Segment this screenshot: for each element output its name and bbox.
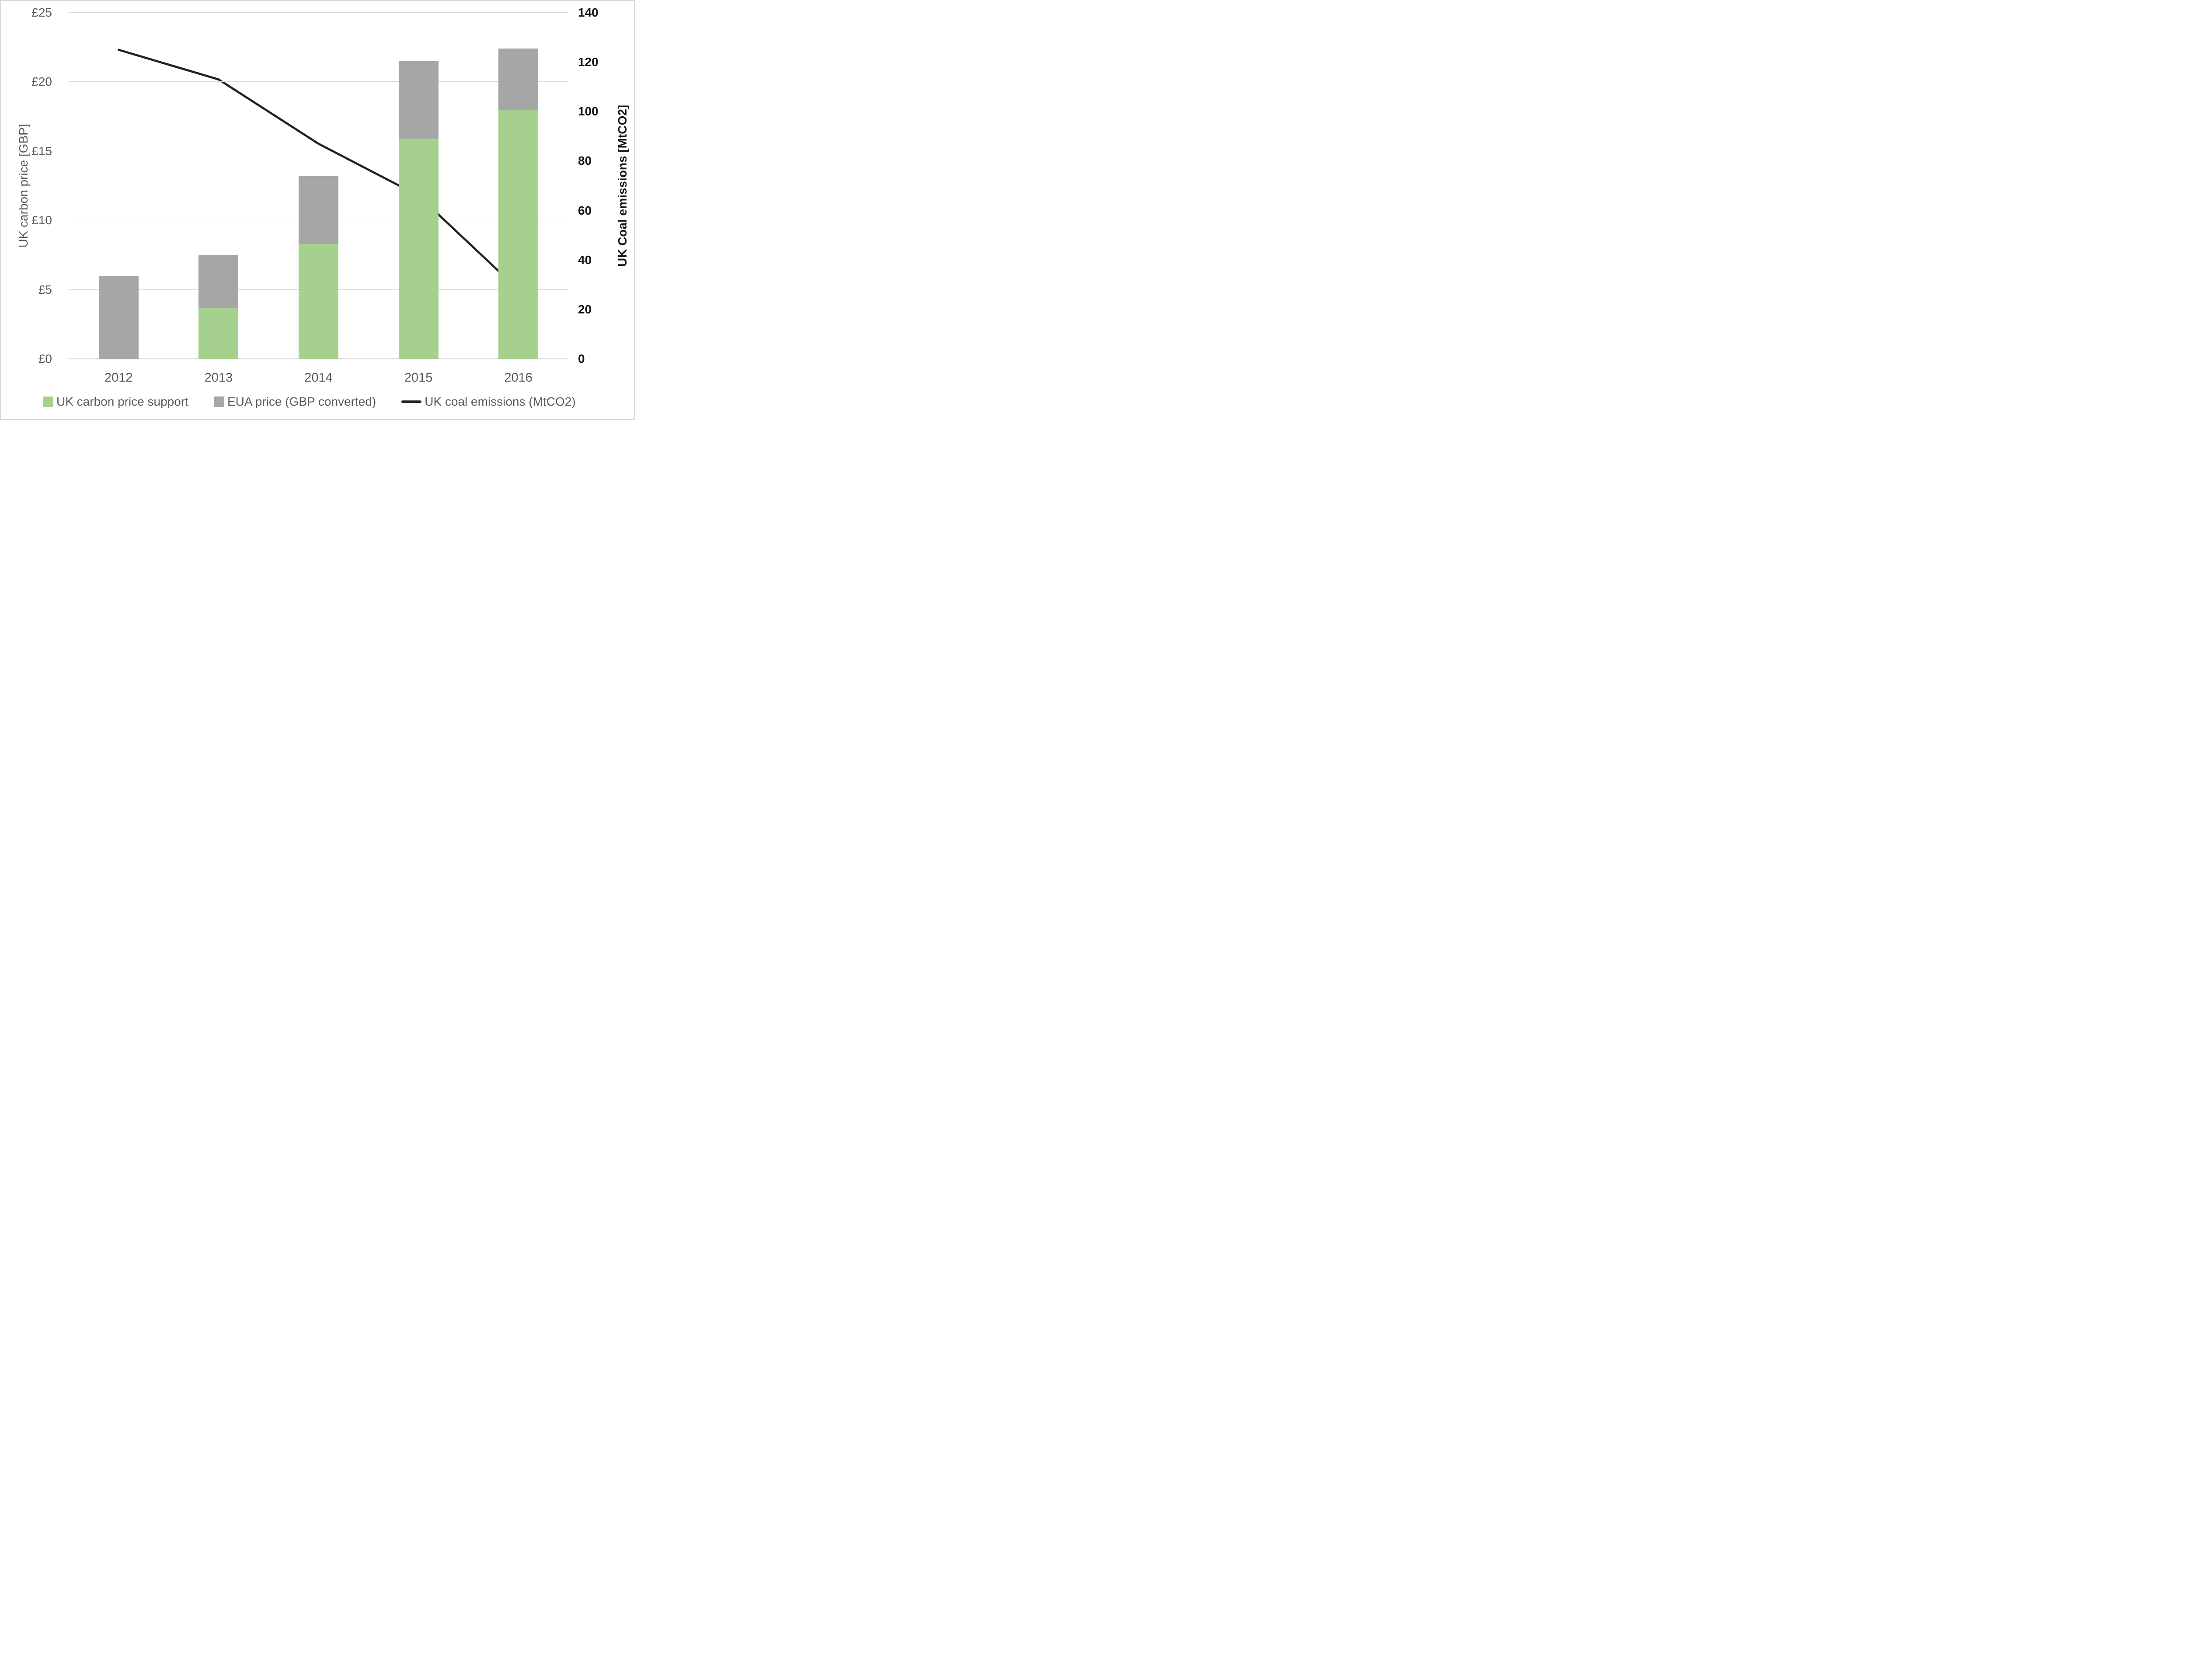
right-axis-tick-label: 120 bbox=[578, 55, 599, 69]
legend-label: UK carbon price support bbox=[56, 395, 188, 408]
right-axis-tick-label: 40 bbox=[578, 253, 592, 267]
bar-segment-2015 bbox=[398, 139, 439, 359]
left-axis-tick-label: £20 bbox=[31, 75, 52, 89]
bar-segment-2013 bbox=[198, 307, 239, 359]
left-axis-tick-label: £15 bbox=[31, 144, 52, 158]
bar-segment-2013 bbox=[198, 255, 239, 308]
x-axis-line bbox=[69, 358, 568, 359]
legend: UK carbon price support EUA price (GBP c… bbox=[43, 395, 576, 409]
x-axis-label: 2015 bbox=[404, 371, 433, 385]
bar-segment-2015 bbox=[398, 61, 439, 139]
x-axis-label: 2012 bbox=[104, 371, 133, 385]
x-axis-label: 2014 bbox=[304, 371, 333, 385]
gridline bbox=[69, 81, 568, 82]
bar-segment-2014 bbox=[299, 176, 338, 244]
right-axis-tick-label: 60 bbox=[578, 203, 592, 217]
right-axis-tick-label: 140 bbox=[578, 6, 599, 19]
bar-segment-2016 bbox=[498, 109, 539, 359]
legend-item-coal-emissions: UK coal emissions (MtCO2) bbox=[401, 395, 576, 409]
legend-label: EUA price (GBP converted) bbox=[227, 395, 376, 408]
x-axis-label: 2016 bbox=[504, 371, 533, 385]
right-axis-tick-label: 0 bbox=[578, 352, 585, 365]
bar-segment-2012 bbox=[98, 275, 139, 359]
legend-item-carbon-price-support: UK carbon price support bbox=[43, 395, 188, 409]
right-axis-tick-label: 100 bbox=[578, 104, 599, 118]
bar-segment-2016 bbox=[498, 49, 539, 110]
gridline bbox=[69, 12, 568, 13]
green-swatch-icon bbox=[43, 397, 53, 407]
left-axis-tick-label: £5 bbox=[38, 282, 52, 296]
right-axis-tick-label: 20 bbox=[578, 302, 592, 316]
right-axis-tick-label: 80 bbox=[578, 154, 592, 168]
left-axis-tick-label: £0 bbox=[38, 352, 52, 365]
left-axis-tick-label: £25 bbox=[31, 6, 52, 19]
legend-label: UK coal emissions (MtCO2) bbox=[425, 395, 576, 408]
x-axis-label: 2013 bbox=[204, 371, 233, 385]
line-marker-icon bbox=[401, 400, 422, 403]
legend-item-eua-price: EUA price (GBP converted) bbox=[213, 395, 376, 409]
left-axis-tick-label: £10 bbox=[31, 213, 52, 227]
gray-swatch-icon bbox=[213, 397, 224, 407]
bar-segment-2014 bbox=[299, 244, 338, 359]
combo-chart: UK carbon price [GBP] UK Coal emissions … bbox=[0, 0, 635, 420]
right-axis-title: UK Coal emissions [MtCO2] bbox=[616, 104, 629, 267]
